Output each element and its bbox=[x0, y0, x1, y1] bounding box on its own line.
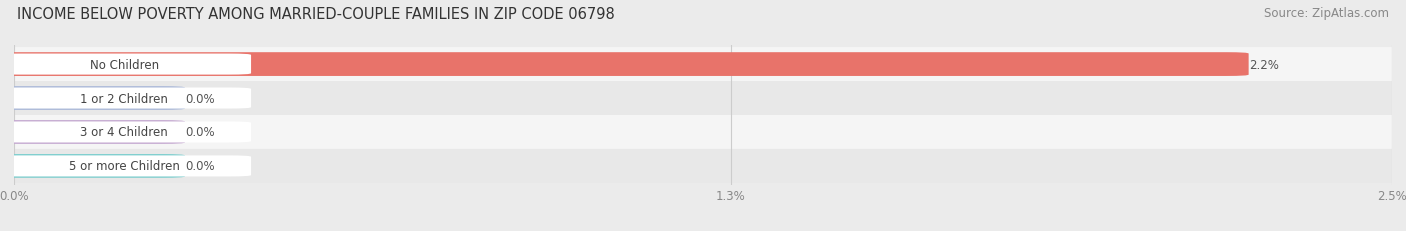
FancyBboxPatch shape bbox=[0, 87, 186, 110]
Text: 3 or 4 Children: 3 or 4 Children bbox=[80, 126, 169, 139]
Text: Source: ZipAtlas.com: Source: ZipAtlas.com bbox=[1264, 7, 1389, 20]
Text: 1 or 2 Children: 1 or 2 Children bbox=[80, 92, 169, 105]
FancyBboxPatch shape bbox=[0, 154, 186, 178]
Text: 2.2%: 2.2% bbox=[1249, 58, 1278, 71]
FancyBboxPatch shape bbox=[0, 53, 1249, 77]
FancyBboxPatch shape bbox=[0, 88, 252, 109]
FancyBboxPatch shape bbox=[0, 122, 252, 143]
Text: INCOME BELOW POVERTY AMONG MARRIED-COUPLE FAMILIES IN ZIP CODE 06798: INCOME BELOW POVERTY AMONG MARRIED-COUPL… bbox=[17, 7, 614, 22]
Text: 5 or more Children: 5 or more Children bbox=[69, 160, 180, 173]
Text: No Children: No Children bbox=[90, 58, 159, 71]
FancyBboxPatch shape bbox=[14, 116, 1392, 149]
FancyBboxPatch shape bbox=[0, 54, 252, 75]
FancyBboxPatch shape bbox=[14, 48, 1392, 82]
Text: 0.0%: 0.0% bbox=[186, 160, 215, 173]
FancyBboxPatch shape bbox=[0, 121, 186, 144]
Text: 0.0%: 0.0% bbox=[186, 126, 215, 139]
FancyBboxPatch shape bbox=[14, 149, 1392, 183]
FancyBboxPatch shape bbox=[0, 156, 252, 177]
Text: 0.0%: 0.0% bbox=[186, 92, 215, 105]
FancyBboxPatch shape bbox=[14, 82, 1392, 116]
